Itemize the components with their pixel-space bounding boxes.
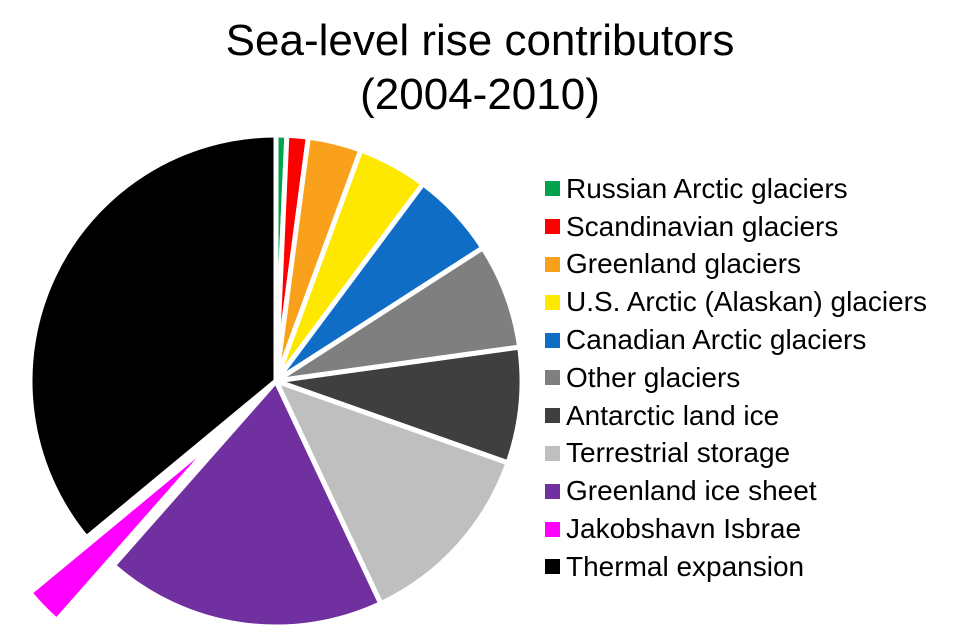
legend-item-canadian-arctic-glaciers: Canadian Arctic glaciers — [545, 321, 927, 359]
legend-swatch-other-glaciers — [545, 370, 560, 386]
pie-slice-terrestrial-storage — [273, 378, 511, 607]
legend-item-thermal-expansion: Thermal expansion — [545, 548, 927, 586]
legend-item-jakobshavn-isbrae: Jakobshavn Isbrae — [545, 510, 927, 548]
legend-swatch-greenland-glaciers — [545, 256, 560, 272]
pie-slice-greenland-ice-sheet — [110, 378, 384, 630]
legend-item-terrestrial-storage: Terrestrial storage — [545, 435, 927, 473]
legend-swatch-greenland-ice-sheet — [545, 483, 560, 499]
legend-swatch-jakobshavn-isbrae — [545, 521, 560, 537]
legend-item-antarctic-land-ice: Antarctic land ice — [545, 397, 927, 435]
legend: Russian Arctic glaciers Scandinavian glac… — [545, 170, 927, 586]
legend-swatch-u-s-arctic-alaskan-glaciers — [545, 294, 560, 310]
pie-slice-thermal-expansion — [27, 132, 279, 541]
legend-label: Terrestrial storage — [566, 437, 791, 469]
legend-item-scandinavian-glaciers: Scandinavian glaciers — [545, 208, 927, 246]
legend-swatch-terrestrial-storage — [545, 445, 560, 461]
legend-item-other-glaciers: Other glaciers — [545, 359, 927, 397]
legend-label: Antarctic land ice — [566, 399, 780, 431]
legend-swatch-russian-arctic-glaciers — [545, 181, 560, 197]
legend-swatch-canadian-arctic-glaciers — [545, 332, 560, 348]
legend-label: Russian Arctic glaciers — [566, 172, 848, 204]
legend-label: Canadian Arctic glaciers — [566, 324, 867, 356]
legend-label: Greenland ice sheet — [566, 475, 817, 507]
legend-swatch-thermal-expansion — [545, 559, 560, 575]
pie-slice-jakobshavn-isbrae — [27, 433, 222, 623]
legend-item-greenland-glaciers: Greenland glaciers — [545, 246, 927, 284]
chart-title-line-2: (2004-2010) — [360, 70, 600, 119]
legend-label: Thermal expansion — [566, 550, 805, 582]
legend-label: Jakobshavn Isbrae — [566, 513, 802, 545]
legend-label: Greenland glaciers — [566, 248, 802, 280]
legend-label: Scandinavian glaciers — [566, 210, 839, 242]
legend-item-russian-arctic-glaciers: Russian Arctic glaciers — [545, 170, 927, 208]
chart-title: Sea-level rise contributors (2004-2010) — [0, 14, 960, 122]
legend-swatch-antarctic-land-ice — [545, 408, 560, 424]
legend-label: U.S. Arctic (Alaskan) glaciers — [566, 286, 927, 318]
legend-item-u-s-arctic-alaskan-glaciers: U.S. Arctic (Alaskan) glaciers — [545, 283, 927, 321]
legend-item-greenland-ice-sheet: Greenland ice sheet — [545, 472, 927, 510]
chart-title-line-1: Sea-level rise contributors — [225, 16, 735, 65]
legend-label: Other glaciers — [566, 361, 741, 393]
legend-swatch-scandinavian-glaciers — [545, 219, 560, 235]
